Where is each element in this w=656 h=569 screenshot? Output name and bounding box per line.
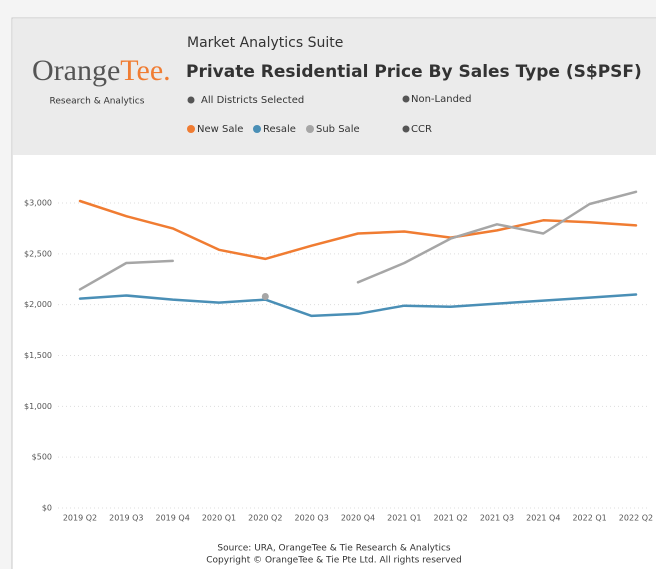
legend-label: New Sale	[197, 124, 243, 135]
x-tick-label: 2019 Q4	[156, 514, 190, 523]
logo-tagline: Research & Analytics	[50, 97, 145, 107]
point-marker	[261, 293, 269, 301]
x-tick-label: 2021 Q1	[387, 514, 421, 523]
filter-dot	[402, 125, 410, 133]
series-line	[78, 293, 638, 318]
logo-part: Orange	[32, 54, 120, 87]
footer-copyright: Copyright © OrangeTee & Tie Pte Ltd. All…	[206, 556, 461, 566]
legend-dot	[306, 125, 314, 133]
y-tick-label: $0	[42, 504, 52, 513]
suite-title: Market Analytics Suite	[187, 35, 343, 51]
filter-dot	[187, 96, 195, 104]
x-tick-label: 2020 Q1	[202, 514, 236, 523]
y-tick-label: $3,000	[24, 199, 52, 208]
legend-label: Resale	[263, 124, 296, 135]
x-tick-label: 2020 Q3	[295, 514, 329, 523]
x-tick-label: 2021 Q3	[480, 514, 514, 523]
filter-label[interactable]: CCR	[411, 124, 432, 135]
x-tick-label: 2021 Q4	[526, 514, 560, 523]
x-tick-label: 2019 Q3	[109, 514, 143, 523]
x-tick-label: 2022 Q1	[572, 514, 606, 523]
y-tick-label: $1,500	[24, 351, 52, 360]
series-line	[78, 199, 638, 261]
y-tick-label: $500	[32, 453, 52, 462]
y-tick-label: $2,000	[24, 300, 52, 309]
y-tick-label: $2,500	[24, 249, 52, 258]
legend-dot	[187, 125, 195, 133]
header-band	[13, 19, 656, 155]
x-tick-label: 2020 Q4	[341, 514, 375, 523]
x-tick-label: 2020 Q2	[248, 514, 282, 523]
x-tick-label: 2019 Q2	[63, 514, 97, 523]
filter-dot	[402, 95, 410, 103]
legend-label: Sub Sale	[316, 124, 360, 135]
x-tick-label: 2021 Q2	[433, 514, 467, 523]
filter-label[interactable]: Non-Landed	[411, 94, 471, 105]
logo-part: Tee.	[120, 54, 170, 87]
filter-label[interactable]: All Districts Selected	[201, 95, 304, 106]
legend-dot	[253, 125, 261, 133]
y-tick-label: $1,000	[24, 402, 52, 411]
logo: OrangeTee.	[32, 54, 171, 87]
x-tick-label: 2022 Q2	[619, 514, 653, 523]
chart-title: Private Residential Price By Sales Type …	[186, 62, 642, 82]
footer-source: Source: URA, OrangeTee & Tie Research & …	[217, 544, 451, 554]
